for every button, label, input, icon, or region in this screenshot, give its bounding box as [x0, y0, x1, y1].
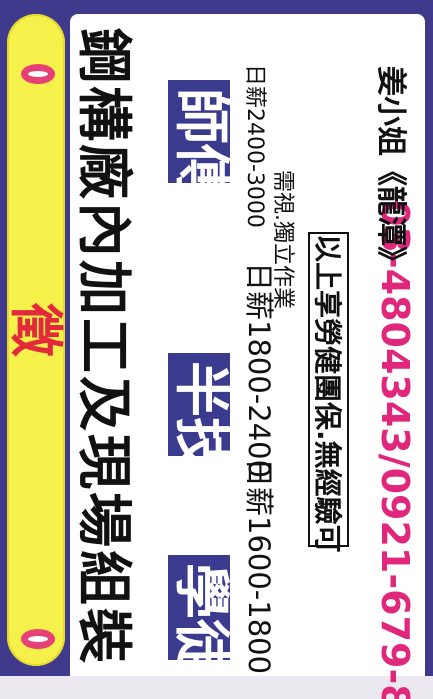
contact-person: 姜小姐《龍潭》	[373, 66, 408, 276]
role-badge-apprentice: 學徒	[168, 555, 233, 675]
role-badge-master: 師傅	[168, 80, 233, 200]
decorative-dot-icon	[21, 64, 55, 84]
yellow-side-banner: 徵	[4, 14, 68, 666]
role-label: 學徒	[168, 563, 233, 675]
decorative-dot-icon	[21, 629, 55, 649]
ad-headline: 鋼構廠內加工及現場組裝	[72, 28, 136, 667]
paper-background	[0, 676, 433, 699]
role-badge-semi-skilled: 半技	[168, 353, 233, 473]
salary-apprentice: 日薪1600-1800	[242, 458, 276, 675]
salary-master: 日薪2400-3000	[242, 64, 267, 228]
ad-content-panel	[70, 14, 425, 676]
role-label: 師傅	[168, 88, 233, 200]
recruit-badge: 徵	[4, 303, 68, 357]
benefits-text: 以上享勞健團保.無經驗可	[311, 234, 344, 553]
benefits-box	[308, 232, 349, 547]
role-label: 半技	[168, 361, 233, 473]
requirement-note: 需視.獨立作業	[270, 170, 295, 309]
